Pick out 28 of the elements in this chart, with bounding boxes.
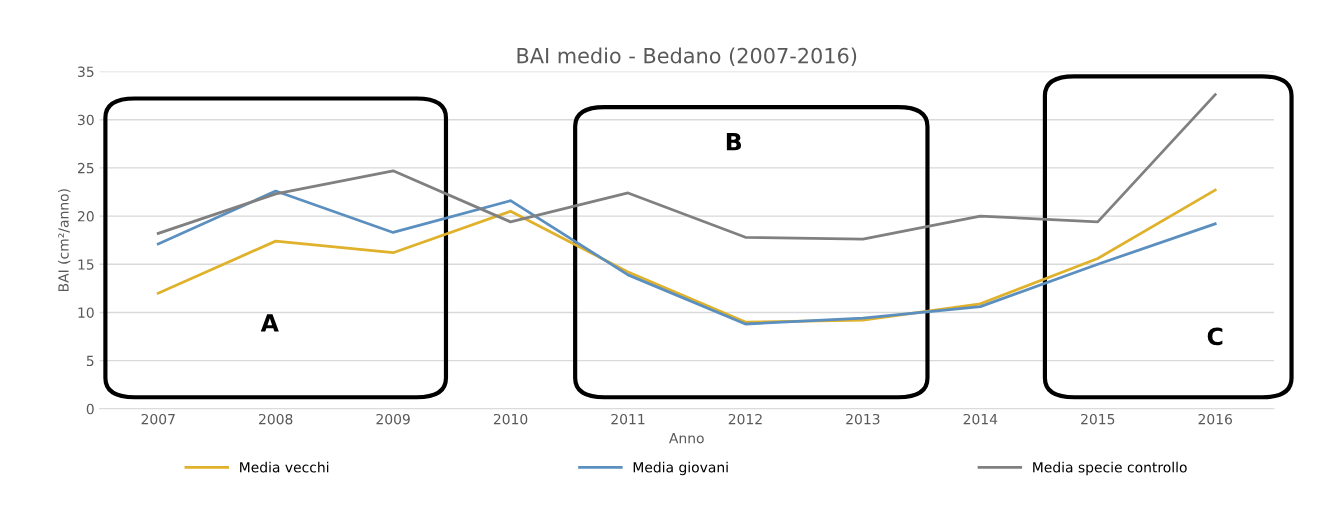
x-tick-label: 2008 — [259, 413, 293, 425]
y-tick-label: 30 — [78, 114, 94, 126]
legend-label: Media specie controllo — [1033, 461, 1187, 476]
x-tick-label: 2016 — [1198, 413, 1232, 425]
y-tick-label: 10 — [78, 307, 94, 318]
y-axis-title: BAI (cm²/anno) — [58, 189, 71, 292]
chart-title: BAI medio - Bedano (2007-2016) — [517, 47, 857, 66]
x-axis-title: Anno — [669, 433, 704, 444]
x-tick-label: 2007 — [141, 413, 175, 425]
y-tick-label: 20 — [78, 211, 94, 222]
annotation: A — [260, 314, 279, 332]
x-tick-label: 2011 — [611, 413, 645, 425]
annotation: B — [726, 133, 742, 151]
x-tick-label: 2010 — [493, 413, 528, 425]
legend-label: Media vecchi — [240, 461, 329, 473]
x-tick-label: 2012 — [728, 413, 762, 425]
x-tick-label: 2014 — [963, 413, 998, 425]
x-tick-label: 2015 — [1081, 413, 1115, 425]
x-tick-label: 2013 — [846, 413, 880, 425]
y-tick-label: 0 — [86, 403, 94, 415]
y-tick-label: 35 — [78, 66, 94, 78]
y-tick-label: 5 — [86, 355, 94, 367]
annotation: C — [1207, 327, 1223, 346]
x-tick-label: 2009 — [376, 413, 410, 425]
y-tick-label: 15 — [78, 259, 94, 270]
y-tick-label: 25 — [78, 162, 94, 174]
legend-label: Media giovani — [633, 461, 728, 476]
line-series — [156, 93, 1217, 241]
